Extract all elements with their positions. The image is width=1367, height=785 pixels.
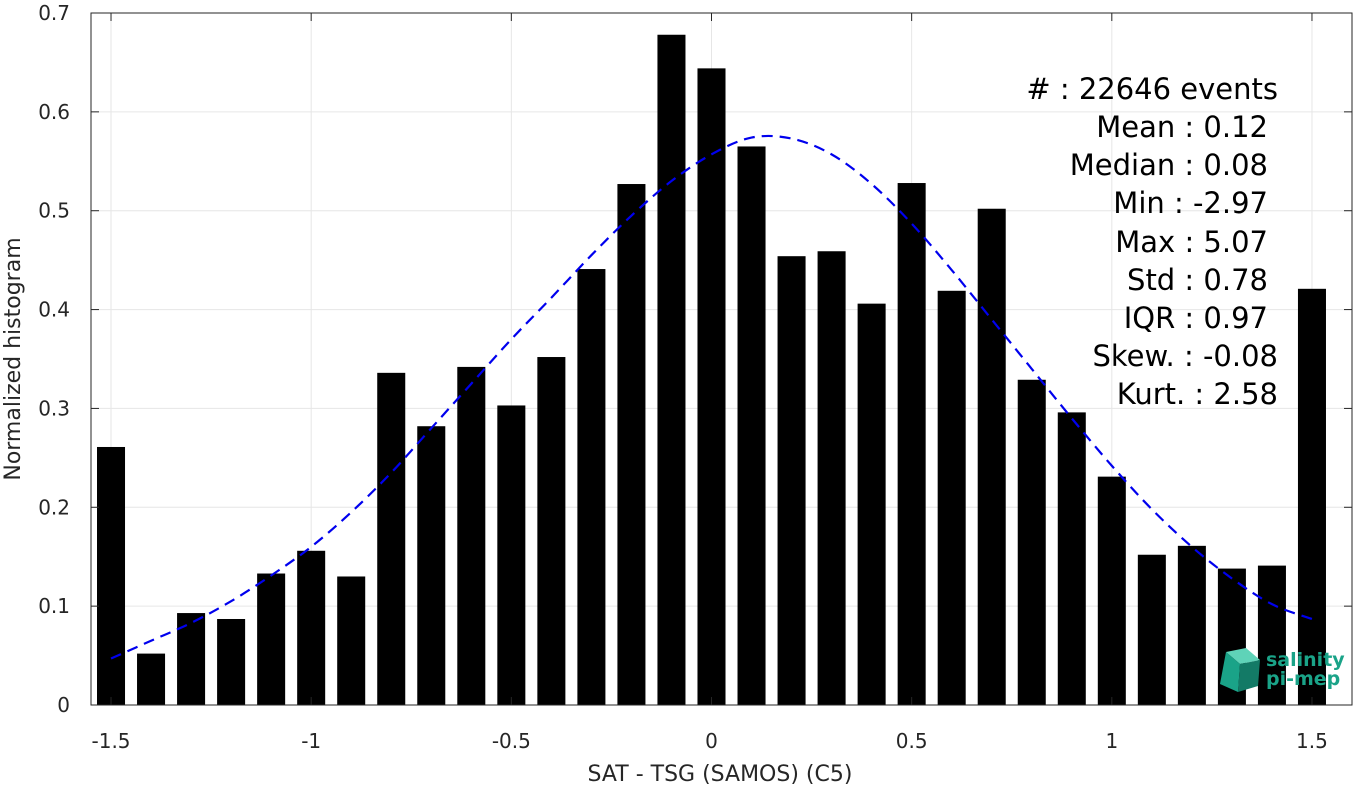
stat-skewness: Skew. : -0.08 <box>1092 339 1278 373</box>
histogram-bar <box>1257 565 1286 705</box>
y-tick-label: 0.1 <box>38 594 70 618</box>
histogram-bar <box>1017 379 1046 705</box>
cube-icon <box>1220 648 1260 692</box>
stat-count: # : 22646 events <box>1026 72 1278 106</box>
x-tick-label: 1 <box>1105 729 1118 753</box>
histogram-bar <box>977 208 1006 706</box>
salinity-pimep-logo: salinity pi-mep <box>1220 648 1345 692</box>
histogram-bar <box>897 183 926 705</box>
y-tick-label: 0.5 <box>38 199 70 223</box>
y-tick-label: 0.2 <box>38 495 70 519</box>
x-tick-label: 0.5 <box>896 729 928 753</box>
histogram-bar <box>1177 545 1206 705</box>
x-tick-label: 0 <box>705 729 718 753</box>
stat-kurtosis: Kurt. : 2.58 <box>1117 377 1278 411</box>
stat-std: Std : 0.78 <box>1127 263 1268 297</box>
histogram-bar <box>617 184 646 706</box>
y-tick-label: 0.3 <box>38 396 70 420</box>
stat-mean: Mean : 0.12 <box>1096 110 1268 144</box>
histogram-bar <box>697 68 726 706</box>
logo-line1: salinity <box>1266 649 1345 671</box>
y-axis-ticks: 0 0.1 0.2 0.3 0.4 0.5 0.6 0.7 <box>38 1 1352 717</box>
histogram-bar <box>1137 554 1166 705</box>
histogram-bar <box>1057 412 1086 705</box>
x-axis-label: SAT - TSG (SAMOS) (C5) <box>588 762 853 785</box>
histogram-bar <box>577 269 606 705</box>
fit-curve <box>110 134 1313 660</box>
y-tick-label: 0.7 <box>38 1 70 25</box>
histogram-bar <box>97 446 126 705</box>
histogram-bar <box>937 290 966 705</box>
stat-iqr: IQR : 0.97 <box>1124 301 1268 335</box>
logo-line2: pi-mep <box>1266 668 1340 690</box>
histogram-bar <box>217 618 246 705</box>
histogram-bar <box>497 405 526 705</box>
histogram-bar <box>257 573 286 705</box>
y-tick-label: 0 <box>57 693 70 717</box>
x-tick-label: 1.5 <box>1296 729 1328 753</box>
histogram-bar <box>737 146 766 705</box>
y-tick-label: 0.4 <box>38 298 70 322</box>
histogram-bar <box>417 426 446 705</box>
histogram-bar <box>857 303 886 705</box>
histogram-bar <box>337 576 366 705</box>
histogram-bar <box>1297 288 1326 705</box>
histogram-bar <box>297 550 326 705</box>
y-axis-label: Normalized histogram <box>1 237 26 480</box>
x-axis-ticks: -1.5 -1 -0.5 0 0.5 1 1.5 <box>92 13 1328 753</box>
histogram-bar <box>777 256 806 705</box>
x-tick-label: -0.5 <box>492 729 531 753</box>
x-tick-label: -1.5 <box>92 729 131 753</box>
plot-frame <box>90 12 1353 706</box>
stat-min: Min : -2.97 <box>1113 186 1268 220</box>
stat-max: Max : 5.07 <box>1115 225 1268 259</box>
histogram-bar <box>137 653 166 705</box>
x-tick-label: -1 <box>301 729 321 753</box>
histogram-bar <box>537 357 566 705</box>
statistics-box: # : 22646 events Mean : 0.12 Median : 0.… <box>1026 72 1278 411</box>
histogram-bar <box>657 34 686 705</box>
histogram-bar <box>817 251 846 705</box>
y-tick-label: 0.6 <box>38 100 70 124</box>
stat-median: Median : 0.08 <box>1070 148 1268 182</box>
histogram-bar <box>377 372 406 705</box>
histogram-bar <box>457 366 486 705</box>
bars <box>97 34 1326 706</box>
histogram-bar <box>1097 476 1126 705</box>
